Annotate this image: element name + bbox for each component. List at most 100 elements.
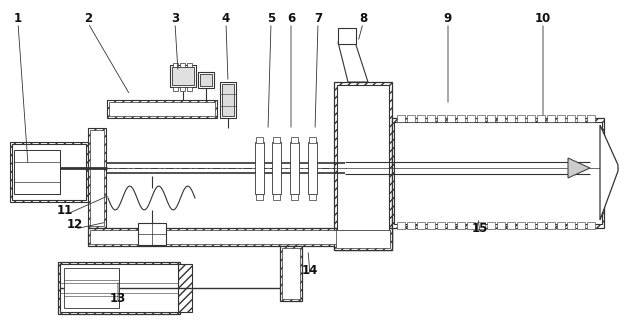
Bar (497, 222, 505, 229)
Bar (272, 142, 281, 194)
Bar (180, 87, 185, 91)
Bar (172, 67, 194, 85)
Bar (417, 115, 425, 122)
Bar (407, 115, 415, 122)
Bar (60, 264, 178, 312)
Bar (309, 137, 316, 143)
Polygon shape (338, 42, 368, 82)
Bar (338, 28, 356, 44)
Bar (467, 115, 475, 122)
Bar (280, 246, 302, 301)
Bar (255, 142, 264, 194)
Bar (291, 137, 298, 143)
Bar (10, 142, 88, 202)
Bar (107, 100, 217, 118)
Bar (173, 87, 178, 91)
Bar (567, 115, 575, 122)
Bar (178, 264, 192, 312)
Bar (547, 222, 555, 229)
Bar (487, 115, 495, 122)
Bar (90, 230, 390, 244)
Bar (507, 222, 515, 229)
Bar (198, 72, 214, 88)
Bar (567, 222, 575, 229)
Bar (222, 84, 234, 116)
Bar (173, 63, 178, 67)
Text: 13: 13 (110, 291, 126, 305)
Bar (187, 87, 192, 91)
Text: 1: 1 (14, 12, 22, 25)
Bar (14, 150, 60, 194)
Bar (537, 115, 545, 122)
Text: 11: 11 (57, 203, 73, 216)
Bar (397, 115, 405, 122)
Bar (537, 222, 545, 229)
Bar (557, 222, 565, 229)
Text: 3: 3 (171, 12, 179, 25)
Bar (497, 115, 505, 122)
Bar (577, 115, 585, 122)
Bar (587, 222, 595, 229)
Bar (477, 222, 485, 229)
Bar (394, 122, 602, 224)
Bar (291, 194, 298, 200)
Text: 9: 9 (444, 12, 452, 25)
Bar (427, 115, 435, 122)
Bar (447, 222, 455, 229)
Bar (517, 115, 525, 122)
Text: 4: 4 (222, 12, 230, 25)
Bar (547, 115, 555, 122)
Bar (138, 223, 166, 245)
Text: 5: 5 (267, 12, 275, 25)
Bar (457, 222, 465, 229)
Bar (200, 74, 212, 86)
Bar (109, 102, 215, 116)
Bar (58, 262, 180, 314)
Text: 2: 2 (84, 12, 92, 25)
Bar (467, 222, 475, 229)
Bar (334, 82, 392, 250)
Bar (487, 222, 495, 229)
Bar (397, 222, 405, 229)
Bar (90, 130, 104, 226)
Bar (337, 85, 389, 247)
Text: 6: 6 (287, 12, 295, 25)
Bar (336, 230, 390, 248)
Bar (527, 222, 535, 229)
Bar (457, 115, 465, 122)
Bar (407, 222, 415, 229)
Bar (527, 115, 535, 122)
Bar (507, 115, 515, 122)
Text: 7: 7 (314, 12, 322, 25)
Bar (187, 63, 192, 67)
Bar (517, 222, 525, 229)
Bar (587, 115, 595, 122)
Bar (256, 137, 263, 143)
Text: 8: 8 (359, 12, 367, 25)
Bar (88, 128, 106, 228)
Bar (273, 137, 280, 143)
Bar (282, 248, 300, 299)
Bar (256, 194, 263, 200)
Text: 14: 14 (302, 264, 318, 276)
Bar (12, 144, 86, 200)
Bar (557, 115, 565, 122)
Bar (577, 222, 585, 229)
Polygon shape (600, 125, 618, 220)
Bar (309, 194, 316, 200)
Bar (427, 222, 435, 229)
Bar (392, 118, 604, 228)
Bar (334, 228, 392, 250)
Polygon shape (568, 158, 590, 178)
Bar (447, 115, 455, 122)
Bar (437, 222, 445, 229)
Text: 10: 10 (535, 12, 551, 25)
Bar (220, 82, 236, 118)
Bar (437, 115, 445, 122)
Bar (290, 142, 299, 194)
Bar (273, 194, 280, 200)
Text: 12: 12 (67, 217, 83, 231)
Bar (88, 228, 392, 246)
Bar (180, 63, 185, 67)
Bar (477, 115, 485, 122)
